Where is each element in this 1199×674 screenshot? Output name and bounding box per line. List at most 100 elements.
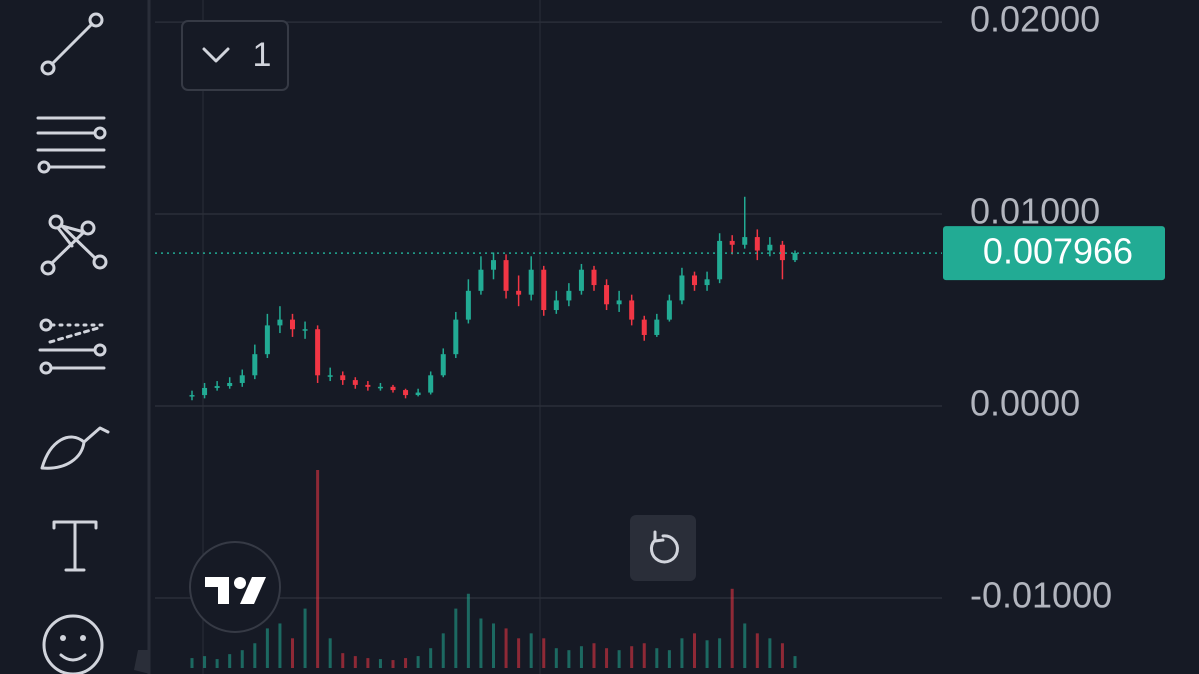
candle-body <box>591 269 597 286</box>
candle-body <box>729 240 735 245</box>
candle-body <box>553 300 559 311</box>
candle-body <box>403 390 409 396</box>
candle-body <box>503 260 509 291</box>
candle-body <box>779 244 785 261</box>
volume-bar <box>768 638 772 668</box>
volume-bar <box>630 646 634 668</box>
volume-bar <box>554 648 558 668</box>
volume-bar <box>240 650 244 668</box>
y-tick-label: 0.0000 <box>970 383 1080 424</box>
y-tick-label: 0.02000 <box>970 0 1100 40</box>
volume-bar <box>404 658 408 668</box>
candle-body <box>516 290 522 295</box>
volume-bar <box>278 623 282 668</box>
logo[interactable] <box>189 541 281 633</box>
volume-bar <box>429 648 433 668</box>
candle-body <box>465 290 471 320</box>
volume-bar <box>592 643 596 668</box>
volume-bar <box>341 653 345 668</box>
candle-body <box>377 386 383 389</box>
candle-body <box>767 244 773 251</box>
volume-bar <box>693 633 696 668</box>
candle-body <box>202 387 208 396</box>
volume-bar <box>567 650 571 668</box>
candle-body <box>277 319 283 326</box>
volume-bar <box>529 633 533 668</box>
volume-bar <box>718 638 722 668</box>
volume-bar <box>316 470 320 668</box>
volume-bar <box>291 638 294 668</box>
fib-tool[interactable] <box>36 116 107 174</box>
candle-body <box>352 380 358 385</box>
candle-body <box>264 325 270 355</box>
y-tick-label: 0.01000 <box>970 191 1100 232</box>
emoji-tool[interactable] <box>42 614 104 674</box>
text-tool[interactable] <box>52 520 98 572</box>
candle-body <box>440 354 446 376</box>
volume-bar <box>479 618 483 668</box>
candle-body <box>453 319 459 355</box>
volume-bar <box>705 640 709 668</box>
volume-bar <box>579 646 583 668</box>
candle-body <box>327 375 333 377</box>
candle-body <box>666 300 672 320</box>
candle-body <box>415 392 421 396</box>
prediction-tool[interactable] <box>38 318 107 375</box>
volume-bar <box>780 643 784 668</box>
volume-bar <box>391 660 395 668</box>
trend-line-tool[interactable] <box>40 12 104 76</box>
last-price-tag <box>943 226 1165 281</box>
volume-bar <box>366 658 370 668</box>
volume-bar <box>454 608 458 668</box>
candle-body <box>717 240 723 280</box>
volume-bar <box>328 638 332 668</box>
candle-body <box>365 384 371 387</box>
candle-body <box>541 269 547 311</box>
candle-body <box>616 300 622 305</box>
volume-bar <box>303 608 307 668</box>
candle-body <box>742 237 748 245</box>
volume-bar <box>743 623 747 668</box>
volume-bar <box>441 633 445 668</box>
volume-bar <box>203 656 207 668</box>
candle-body <box>754 237 760 251</box>
pattern-tool[interactable] <box>40 214 108 276</box>
volume-bar <box>504 628 508 668</box>
candle-body <box>478 269 484 291</box>
volume-bar <box>353 656 357 668</box>
legend-toggle-count: 1 <box>253 36 272 74</box>
candle-body <box>491 260 496 270</box>
candle-body <box>528 269 534 295</box>
candle-body <box>227 382 233 387</box>
legend-toggle[interactable]: 1 <box>181 20 289 91</box>
candle-body <box>654 319 660 335</box>
volume-bar <box>542 638 546 668</box>
volume-bar <box>492 623 495 668</box>
reset-view-button[interactable] <box>630 515 696 581</box>
candle-body <box>792 253 798 261</box>
brush-tool[interactable] <box>40 426 110 470</box>
volume-bar <box>617 650 621 668</box>
candle-body <box>629 300 635 320</box>
candle-body <box>390 386 396 391</box>
volume-bar <box>378 659 382 668</box>
volume-bar <box>730 588 734 668</box>
volume-bar <box>517 638 521 668</box>
candle-body <box>428 375 434 393</box>
candle-body <box>252 354 258 376</box>
candles <box>189 196 798 401</box>
candle-body <box>214 386 220 388</box>
toolbar-toggle[interactable] <box>134 650 150 674</box>
candle-body <box>679 275 685 301</box>
candle-body <box>578 269 584 291</box>
volume-bar <box>605 648 609 668</box>
candle-body <box>189 395 195 397</box>
volume-bar <box>655 648 659 668</box>
candle-body <box>566 290 572 301</box>
volume-bar <box>466 593 470 668</box>
volume-bar <box>680 638 684 668</box>
price-axis: 0.02000 0.01000 0.0000 -0.01000 0.007966 <box>155 0 1165 615</box>
candle-body <box>302 329 308 331</box>
